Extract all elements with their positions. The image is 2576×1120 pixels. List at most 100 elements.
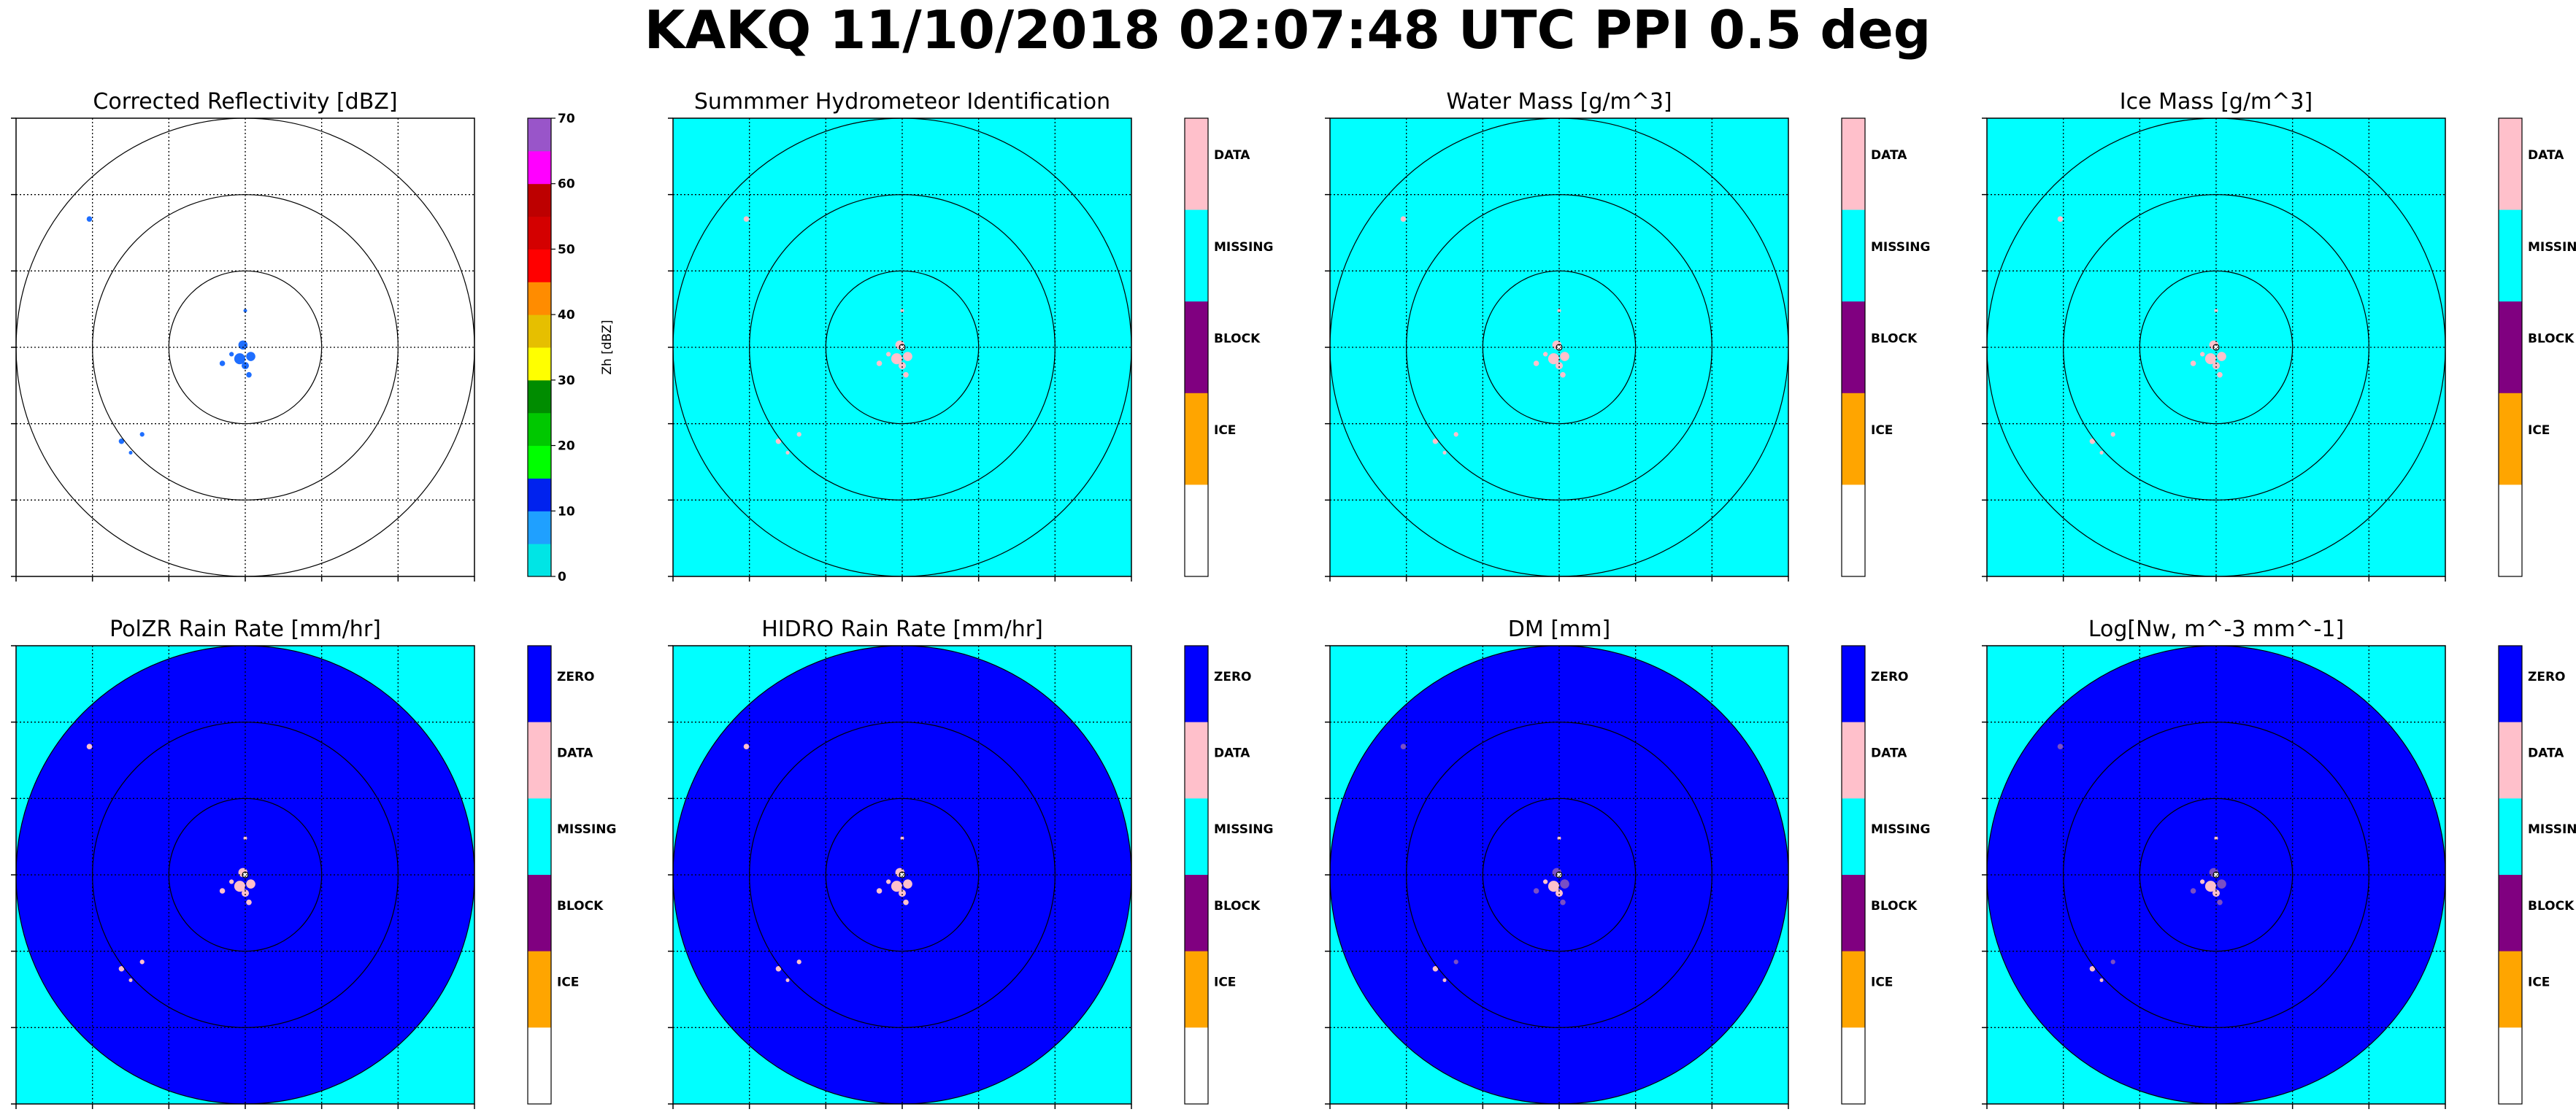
echo-mark bbox=[2200, 352, 2205, 357]
echo-mark bbox=[1560, 879, 1569, 889]
colorbar-category-label: ICE bbox=[2528, 423, 2550, 438]
echo-mark bbox=[900, 836, 904, 841]
echo-mark bbox=[886, 879, 891, 884]
colorbar-tick-label: 50 bbox=[558, 242, 575, 257]
colorbar-segment bbox=[528, 183, 551, 217]
echo-mark bbox=[1442, 978, 1447, 982]
colorbar-category-label: DATA bbox=[1214, 148, 1250, 163]
colorbar-tick-label: 0 bbox=[558, 570, 566, 584]
colorbar-segment bbox=[528, 544, 551, 577]
echo-mark bbox=[1560, 899, 1566, 905]
colorbar-segment bbox=[2499, 951, 2522, 1028]
echo-mark bbox=[2089, 438, 2096, 444]
panel-5: PolZR Rain Rate [mm/hr] ZERO DATA MISSING BL… bbox=[11, 617, 616, 1109]
range-ring bbox=[1406, 194, 1712, 501]
colorbar-category-label: ICE bbox=[1214, 423, 1236, 438]
echo-mark bbox=[785, 978, 790, 982]
colorbar-frame bbox=[2498, 645, 2523, 1105]
figure-title: KAKQ 11/10/2018 02:07:48 UTC PPI 0.5 deg bbox=[645, 0, 1931, 61]
colorbar-segment bbox=[528, 722, 551, 799]
colorbar-segment bbox=[528, 511, 551, 544]
echo-mark bbox=[1453, 432, 1458, 437]
colorbar-segment bbox=[528, 216, 551, 250]
echo-mark bbox=[2212, 889, 2221, 897]
colorbar: ZERO DATA MISSING BLOCK ICE bbox=[2498, 645, 2576, 1105]
colorbar-segment bbox=[1842, 798, 1865, 876]
colorbar-tick-label: 40 bbox=[558, 308, 575, 323]
echo-mark bbox=[2099, 978, 2104, 982]
echo-mark bbox=[234, 881, 245, 892]
colorbar-category-label: MISSING bbox=[557, 822, 616, 837]
echo-mark bbox=[775, 965, 782, 972]
colorbar-segment bbox=[1185, 951, 1208, 1028]
colorbar-segment bbox=[1185, 393, 1208, 485]
echo-mark bbox=[898, 889, 907, 897]
echo-mark bbox=[246, 352, 255, 361]
echo-mark bbox=[2217, 371, 2223, 378]
colorbar-segment bbox=[1842, 301, 1865, 394]
echo-mark bbox=[1555, 362, 1564, 370]
range-ring bbox=[1482, 270, 1637, 425]
colorbar-segment bbox=[2499, 1027, 2522, 1105]
colorbar-segment bbox=[1185, 118, 1208, 211]
echo-mark bbox=[876, 360, 883, 366]
echo-mark bbox=[903, 899, 909, 905]
colorbar-frame bbox=[1184, 117, 1209, 577]
colorbar-segment bbox=[1842, 646, 1865, 723]
echo-mark bbox=[1453, 959, 1458, 965]
echo-mark bbox=[775, 438, 782, 444]
range-ring bbox=[92, 194, 399, 501]
echo-mark bbox=[2217, 899, 2223, 905]
colorbar-segment bbox=[1185, 875, 1208, 952]
range-ring bbox=[92, 722, 399, 1028]
plot-area bbox=[1330, 646, 1788, 1104]
colorbar: DATA MISSING BLOCK ICE bbox=[2498, 117, 2576, 577]
colorbar-tick-label: 60 bbox=[558, 177, 575, 192]
colorbar-category-label: BLOCK bbox=[1871, 331, 1918, 346]
echo-mark bbox=[128, 978, 133, 982]
echo-mark bbox=[219, 888, 226, 894]
colorbar-label: Zh [dBZ] bbox=[600, 320, 615, 374]
echo-mark bbox=[2214, 309, 2218, 313]
colorbar-category-label: BLOCK bbox=[557, 899, 604, 914]
echo-mark bbox=[2190, 888, 2196, 894]
echo-mark bbox=[1432, 965, 1439, 972]
panel-title: DM [mm] bbox=[1508, 617, 1610, 642]
panel-7: DM [mm] ZERO DATA MISSING BLOCK ICE bbox=[1325, 617, 1930, 1109]
colorbar-segment bbox=[1185, 646, 1208, 723]
colorbar-segment bbox=[2499, 301, 2522, 394]
range-ring bbox=[2139, 270, 2294, 425]
plot-area bbox=[673, 118, 1131, 576]
colorbar-category-label: DATA bbox=[2528, 746, 2564, 761]
colorbar: DATA MISSING BLOCK ICE bbox=[1841, 117, 1930, 577]
echo-mark bbox=[2057, 744, 2064, 749]
plot-area bbox=[1987, 646, 2445, 1104]
colorbar-category-label: MISSING bbox=[1871, 822, 1930, 837]
colorbar-tick-label: 70 bbox=[558, 112, 575, 126]
colorbar-segment bbox=[528, 798, 551, 876]
echo-mark bbox=[86, 744, 93, 749]
echo-mark bbox=[246, 879, 255, 889]
colorbar-segment bbox=[528, 249, 551, 282]
colorbar-category-label: ZERO bbox=[557, 670, 594, 684]
panel-title: Corrected Reflectivity [dBZ] bbox=[93, 89, 397, 115]
colorbar-segment bbox=[1842, 1027, 1865, 1105]
echo-mark bbox=[118, 965, 125, 972]
panels: Corrected Reflectivity [dBZ] 0 10 20 30 40 50 6… bbox=[11, 89, 2576, 1109]
colorbar-category-label: MISSING bbox=[1871, 240, 1930, 255]
range-ring bbox=[1406, 722, 1712, 1028]
colorbar-segment bbox=[1842, 951, 1865, 1028]
panel-1: Corrected Reflectivity [dBZ] 0 10 20 30 40 50 6… bbox=[11, 89, 615, 584]
echo-mark bbox=[139, 959, 145, 965]
plot-area bbox=[16, 118, 474, 576]
range-ring bbox=[1482, 797, 1637, 952]
colorbar-segment bbox=[1842, 209, 1865, 302]
colorbar-segment bbox=[528, 118, 551, 152]
echo-mark bbox=[243, 836, 247, 841]
colorbar-segment bbox=[528, 379, 551, 414]
colorbar-tick-label: 10 bbox=[558, 504, 575, 519]
echo-mark bbox=[2200, 879, 2205, 884]
colorbar-segment bbox=[2499, 393, 2522, 485]
colorbar-category-label: ZERO bbox=[1214, 670, 1251, 684]
